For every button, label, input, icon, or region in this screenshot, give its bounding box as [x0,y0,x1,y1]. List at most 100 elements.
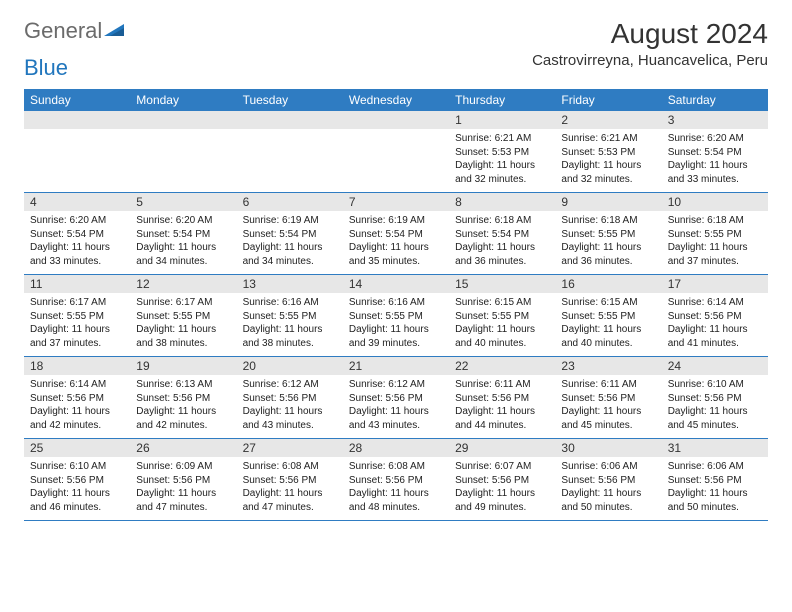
day-content: Sunrise: 6:12 AMSunset: 5:56 PMDaylight:… [343,375,449,438]
brand-logo: General [24,18,124,44]
day-content: Sunrise: 6:18 AMSunset: 5:55 PMDaylight:… [555,211,661,274]
day-content: Sunrise: 6:07 AMSunset: 5:56 PMDaylight:… [449,457,555,520]
brand-part2: Blue [24,55,68,81]
daynum-row: 123 [24,111,768,129]
day-cell: Sunrise: 6:09 AMSunset: 5:56 PMDaylight:… [130,457,236,521]
day-content: Sunrise: 6:11 AMSunset: 5:56 PMDaylight:… [449,375,555,438]
day-content: Sunrise: 6:18 AMSunset: 5:54 PMDaylight:… [449,211,555,274]
day-number: 22 [449,357,555,376]
day-content: Sunrise: 6:17 AMSunset: 5:55 PMDaylight:… [24,293,130,356]
day-content [343,129,449,185]
day-cell [237,129,343,193]
day-number: 19 [130,357,236,376]
day-number: 11 [24,275,130,294]
day-cell: Sunrise: 6:19 AMSunset: 5:54 PMDaylight:… [237,211,343,275]
day-number: 17 [662,275,768,294]
day-header: Thursday [449,89,555,111]
day-cell: Sunrise: 6:15 AMSunset: 5:55 PMDaylight:… [449,293,555,357]
week-row: Sunrise: 6:17 AMSunset: 5:55 PMDaylight:… [24,293,768,357]
week-row: Sunrise: 6:14 AMSunset: 5:56 PMDaylight:… [24,375,768,439]
day-content: Sunrise: 6:13 AMSunset: 5:56 PMDaylight:… [130,375,236,438]
day-content: Sunrise: 6:15 AMSunset: 5:55 PMDaylight:… [555,293,661,356]
day-content: Sunrise: 6:21 AMSunset: 5:53 PMDaylight:… [555,129,661,192]
day-cell: Sunrise: 6:06 AMSunset: 5:56 PMDaylight:… [662,457,768,521]
day-content: Sunrise: 6:17 AMSunset: 5:55 PMDaylight:… [130,293,236,356]
day-content: Sunrise: 6:10 AMSunset: 5:56 PMDaylight:… [24,457,130,520]
brand-triangle-icon [104,16,124,42]
day-cell [24,129,130,193]
month-title: August 2024 [532,18,768,50]
day-number: 12 [130,275,236,294]
day-cell [343,129,449,193]
day-content: Sunrise: 6:11 AMSunset: 5:56 PMDaylight:… [555,375,661,438]
day-cell: Sunrise: 6:15 AMSunset: 5:55 PMDaylight:… [555,293,661,357]
day-cell: Sunrise: 6:18 AMSunset: 5:54 PMDaylight:… [449,211,555,275]
location-subtitle: Castrovirreyna, Huancavelica, Peru [532,52,768,69]
day-number [343,111,449,129]
day-number: 4 [24,193,130,212]
day-cell: Sunrise: 6:07 AMSunset: 5:56 PMDaylight:… [449,457,555,521]
day-content: Sunrise: 6:21 AMSunset: 5:53 PMDaylight:… [449,129,555,192]
daynum-row: 25262728293031 [24,439,768,458]
calendar-body: 123Sunrise: 6:21 AMSunset: 5:53 PMDaylig… [24,111,768,521]
day-cell: Sunrise: 6:17 AMSunset: 5:55 PMDaylight:… [130,293,236,357]
day-content: Sunrise: 6:19 AMSunset: 5:54 PMDaylight:… [237,211,343,274]
day-number [237,111,343,129]
day-number: 21 [343,357,449,376]
day-content: Sunrise: 6:06 AMSunset: 5:56 PMDaylight:… [555,457,661,520]
day-header: Sunday [24,89,130,111]
day-number [24,111,130,129]
day-number: 1 [449,111,555,129]
day-number: 8 [449,193,555,212]
day-number: 18 [24,357,130,376]
day-cell: Sunrise: 6:14 AMSunset: 5:56 PMDaylight:… [24,375,130,439]
day-cell: Sunrise: 6:12 AMSunset: 5:56 PMDaylight:… [343,375,449,439]
day-cell: Sunrise: 6:14 AMSunset: 5:56 PMDaylight:… [662,293,768,357]
day-cell: Sunrise: 6:08 AMSunset: 5:56 PMDaylight:… [237,457,343,521]
day-number: 29 [449,439,555,458]
day-header: Monday [130,89,236,111]
day-content: Sunrise: 6:14 AMSunset: 5:56 PMDaylight:… [662,293,768,356]
day-header: Tuesday [237,89,343,111]
day-content: Sunrise: 6:20 AMSunset: 5:54 PMDaylight:… [130,211,236,274]
day-number: 6 [237,193,343,212]
day-content [237,129,343,185]
day-content: Sunrise: 6:08 AMSunset: 5:56 PMDaylight:… [343,457,449,520]
day-number: 13 [237,275,343,294]
title-block: August 2024 Castrovirreyna, Huancavelica… [532,18,768,69]
day-cell: Sunrise: 6:06 AMSunset: 5:56 PMDaylight:… [555,457,661,521]
week-row: Sunrise: 6:21 AMSunset: 5:53 PMDaylight:… [24,129,768,193]
day-number: 28 [343,439,449,458]
day-cell [130,129,236,193]
day-cell: Sunrise: 6:21 AMSunset: 5:53 PMDaylight:… [449,129,555,193]
day-number: 10 [662,193,768,212]
day-content: Sunrise: 6:09 AMSunset: 5:56 PMDaylight:… [130,457,236,520]
day-number: 20 [237,357,343,376]
daynum-row: 18192021222324 [24,357,768,376]
day-cell: Sunrise: 6:11 AMSunset: 5:56 PMDaylight:… [449,375,555,439]
day-cell: Sunrise: 6:10 AMSunset: 5:56 PMDaylight:… [662,375,768,439]
day-number: 31 [662,439,768,458]
week-row: Sunrise: 6:20 AMSunset: 5:54 PMDaylight:… [24,211,768,275]
day-content: Sunrise: 6:15 AMSunset: 5:55 PMDaylight:… [449,293,555,356]
day-header: Saturday [662,89,768,111]
day-number: 16 [555,275,661,294]
day-cell: Sunrise: 6:18 AMSunset: 5:55 PMDaylight:… [555,211,661,275]
day-content: Sunrise: 6:16 AMSunset: 5:55 PMDaylight:… [237,293,343,356]
day-content [130,129,236,185]
day-number: 14 [343,275,449,294]
day-content: Sunrise: 6:20 AMSunset: 5:54 PMDaylight:… [662,129,768,192]
day-number: 15 [449,275,555,294]
day-cell: Sunrise: 6:17 AMSunset: 5:55 PMDaylight:… [24,293,130,357]
day-header-row: Sunday Monday Tuesday Wednesday Thursday… [24,89,768,111]
day-number: 25 [24,439,130,458]
calendar-table: Sunday Monday Tuesday Wednesday Thursday… [24,89,768,521]
day-content [24,129,130,185]
day-number: 5 [130,193,236,212]
day-cell: Sunrise: 6:11 AMSunset: 5:56 PMDaylight:… [555,375,661,439]
day-number: 23 [555,357,661,376]
day-cell: Sunrise: 6:21 AMSunset: 5:53 PMDaylight:… [555,129,661,193]
day-cell: Sunrise: 6:10 AMSunset: 5:56 PMDaylight:… [24,457,130,521]
day-number [130,111,236,129]
day-number: 27 [237,439,343,458]
